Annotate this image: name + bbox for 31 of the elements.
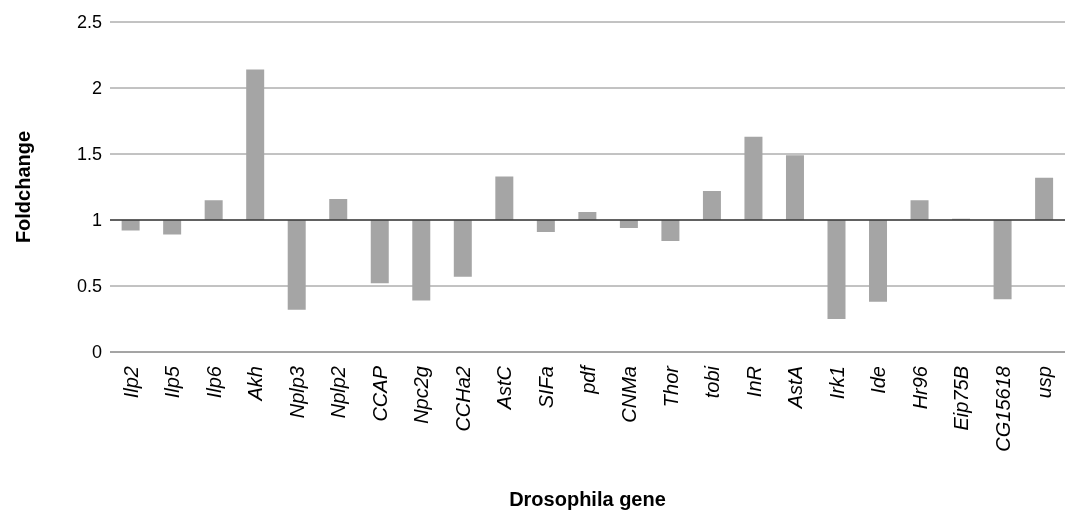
x-tick-label: pdf: [576, 363, 599, 395]
x-tick-label: CNMa: [618, 366, 641, 423]
x-tick-label: Eip75B: [950, 366, 973, 431]
x-tick-label: CCHa2: [451, 366, 474, 432]
x-axis-title: Drosophila gene: [508, 488, 667, 511]
x-tick-label: usp: [1033, 366, 1056, 399]
y-tick-label: 0.5: [76, 276, 102, 297]
y-tick-label: 2: [91, 78, 102, 99]
x-tick-label: tobi: [701, 365, 724, 399]
x-tick-label: Ilp2: [119, 366, 142, 399]
y-axis-title: Foldchange: [11, 130, 35, 244]
y-tick-label: 2.5: [76, 12, 102, 33]
x-tick-label: Nplp3: [285, 366, 308, 419]
y-tick-label: 1.5: [76, 144, 102, 165]
x-tick-label: Hr96: [908, 365, 931, 410]
x-tick-label: CCAP: [368, 365, 391, 422]
x-tick-label: SIFa: [534, 366, 557, 409]
x-tick-label: AstC: [493, 365, 516, 411]
x-tick-label: AstA: [784, 366, 807, 410]
x-tick-label: Ide: [867, 366, 890, 394]
x-tick-label: Ilp6: [202, 365, 225, 399]
y-tick-label: 0: [91, 342, 102, 363]
x-tick-label: Nplp2: [327, 366, 350, 419]
x-tick-label: InR: [742, 366, 765, 398]
x-tick-label: Irk1: [825, 366, 848, 400]
y-tick-label: 1: [91, 210, 102, 231]
x-tick-label: Npc2g: [410, 366, 433, 424]
x-tick-label: Akh: [244, 366, 267, 402]
x-tick-label: Ilp5: [161, 365, 184, 399]
x-tick-label: Thor: [659, 364, 682, 408]
x-tick-label: CG15618: [991, 366, 1014, 452]
